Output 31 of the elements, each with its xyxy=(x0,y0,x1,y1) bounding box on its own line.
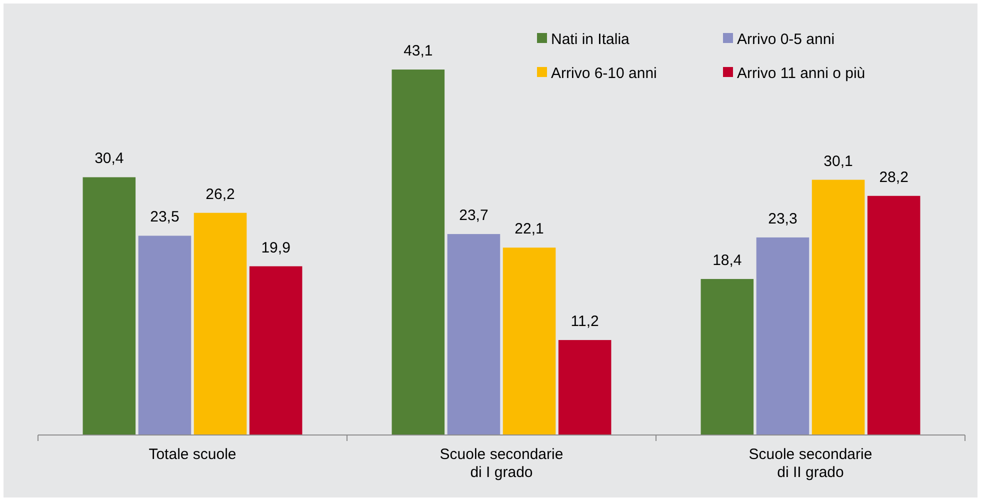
bar xyxy=(812,180,865,435)
data-label: 23,3 xyxy=(768,210,798,228)
bar xyxy=(756,237,810,435)
bar xyxy=(558,340,612,435)
bar xyxy=(249,266,302,435)
bar xyxy=(194,212,247,435)
bar xyxy=(82,177,136,435)
x-tick-label: Scuole secondarie di II grado xyxy=(748,446,872,481)
x-tick-label: Totale scuole xyxy=(148,446,236,463)
bar xyxy=(392,70,445,435)
legend-label: Arrivo 6-10 anni xyxy=(551,65,657,82)
bar xyxy=(447,234,500,435)
data-label: 23,7 xyxy=(459,207,488,224)
data-label: 11,2 xyxy=(570,313,599,330)
bar xyxy=(502,248,556,435)
legend-label: Nati in Italia xyxy=(551,31,630,48)
data-label: 30,1 xyxy=(824,152,853,170)
data-label: 30,4 xyxy=(94,150,124,168)
data-label: 26,2 xyxy=(206,186,235,203)
data-label: 23,5 xyxy=(150,208,180,226)
bar xyxy=(700,278,754,435)
data-label: 28,2 xyxy=(879,168,908,186)
legend-label: Arrivo 0-5 anni xyxy=(737,31,835,48)
data-label: 22,1 xyxy=(514,220,544,238)
legend-label: Arrivo 11 anni o più xyxy=(737,65,866,82)
x-tick-label: Scuole secondarie di I grado xyxy=(440,446,564,481)
bar xyxy=(867,196,920,435)
data-label: 18,4 xyxy=(712,252,742,269)
data-label: 19,9 xyxy=(261,239,290,256)
data-label: 43,1 xyxy=(404,42,433,60)
bar xyxy=(138,236,192,435)
